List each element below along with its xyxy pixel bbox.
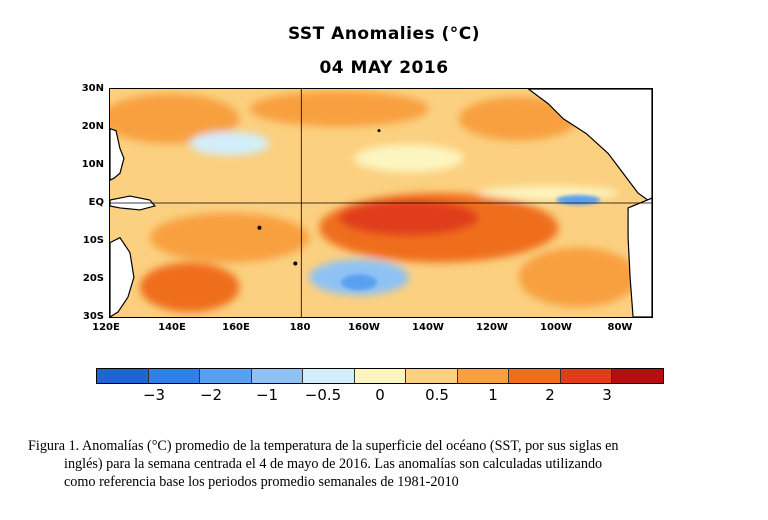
lat-label-10s: 10S [82,235,104,246]
australia-land [109,236,135,319]
map-title: SST Anomalies (°C) [287,24,481,44]
colorbar-label-p2: 2 [545,386,555,404]
colorbar-label-p05: 0.5 [425,386,449,404]
colorbar-segment [148,369,201,383]
caption-line-2: inglés) para la semana centrada el 4 de … [64,456,603,472]
colorbar-segment [457,369,510,383]
colorbar-label-m2: −2 [199,386,223,404]
warm-anomaly-ne [458,96,579,141]
lon-label-160e: 160E [222,322,250,333]
lon-label-120e: 120E [92,322,120,333]
lat-label-30n: 30N [81,83,104,94]
south-america-land [627,197,653,318]
warm-anomaly-se [518,247,639,308]
warm-anomaly-nw [100,93,240,144]
colorbar-segment [303,369,355,383]
island-hawaii [377,129,381,133]
colorbar-segment [354,369,407,383]
sst-map-svg [100,88,653,319]
colorbar-segment [612,369,664,383]
colorbar-label-m05: −0.5 [304,386,342,404]
colorbar-label-0: 0 [375,386,385,404]
map-date: 04 MAY 2016 [319,58,449,78]
lon-label-140e: 140E [158,322,186,333]
colorbar-segment [509,369,561,383]
neutral-band-north [354,144,464,173]
island-solomon [257,225,262,230]
figure-caption: Figura 1. Anomalías (°C) promedio de la … [28,437,748,491]
lat-label-30s: 30S [82,311,104,322]
caption-line-3: como referencia base los periodos promed… [64,474,459,490]
colorbar-segment [97,369,149,383]
lon-label-100w: 100W [540,322,572,333]
caption-line-1: Figura 1. Anomalías (°C) promedio de la … [28,438,619,454]
cool-anomaly-nw [189,131,270,156]
warm-anomaly-sw [149,212,310,263]
cool-core-south [341,274,378,291]
cold-tongue-east [556,195,601,205]
colorbar-label-m1: −1 [255,386,279,404]
lat-label-20n: 20N [81,121,104,132]
lon-label-80w: 80W [607,322,633,333]
warm-core-central [339,200,479,236]
colorbar [96,368,664,384]
colorbar-segment [251,369,304,383]
lat-label-20s: 20S [82,273,104,284]
lat-label-10n: 10N [81,159,104,170]
colorbar-label-p3: 3 [602,386,612,404]
warm-anomaly-north [249,90,429,127]
lon-label-120w: 120W [476,322,508,333]
colorbar-segment [406,369,458,383]
colorbar-label-p1: 1 [488,386,498,404]
lon-label-160w: 160W [348,322,380,333]
colorbar-segment [200,369,252,383]
colorbar-segment [560,369,613,383]
colorbar-label-m3: −3 [142,386,166,404]
sst-anomaly-map [100,88,653,319]
lon-label-140w: 140W [412,322,444,333]
island-fiji [293,261,298,266]
lon-label-180: 180 [289,322,311,333]
lat-label-eq: EQ [88,197,104,208]
philippines-land [109,127,125,182]
warm-anomaly-far-sw [139,262,240,313]
